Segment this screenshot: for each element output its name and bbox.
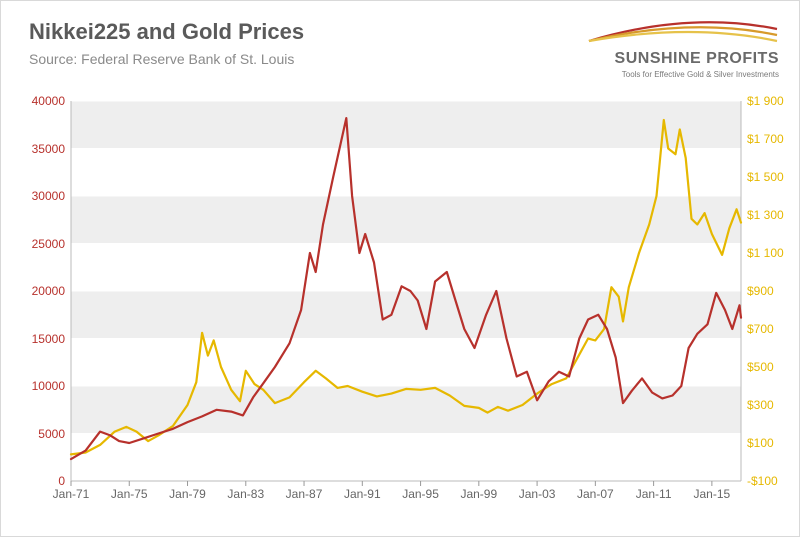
grid-band (71, 101, 741, 149)
y-left-tick-label: 10000 (32, 379, 65, 393)
x-tick-label: Jan-03 (519, 487, 556, 501)
x-tick-label: Jan-95 (402, 487, 439, 501)
y-right-tick-label: $1 300 (747, 208, 784, 222)
grid-band (71, 291, 741, 339)
logo-name: SUNSHINE PROFITS (569, 50, 779, 68)
x-tick-label: Jan-91 (344, 487, 381, 501)
x-tick-label: Jan-83 (227, 487, 264, 501)
y-right-tick-label: $700 (747, 322, 774, 336)
chart-plot-area: 0500010000150002000025000300003500040000… (71, 101, 741, 481)
header: Nikkei225 and Gold Prices Source: Federa… (29, 19, 304, 67)
x-tick-label: Jan-99 (460, 487, 497, 501)
y-left-tick-label: 25000 (32, 237, 65, 251)
brand-logo: SUNSHINE PROFITS Tools for Effective Gol… (569, 15, 779, 79)
y-right-tick-label: $1 500 (747, 170, 784, 184)
y-left-tick-label: 15000 (32, 332, 65, 346)
y-left-tick-label: 30000 (32, 189, 65, 203)
y-right-tick-label: $300 (747, 398, 774, 412)
x-tick-label: Jan-15 (694, 487, 731, 501)
logo-tagline: Tools for Effective Gold & Silver Invest… (569, 70, 779, 79)
y-right-tick-label: $1 100 (747, 246, 784, 260)
y-left-tick-label: 20000 (32, 284, 65, 298)
grid-band (71, 196, 741, 244)
y-right-tick-label: $1 700 (747, 132, 784, 146)
x-tick-label: Jan-07 (577, 487, 614, 501)
chart-source: Source: Federal Reserve Bank of St. Loui… (29, 51, 304, 67)
y-right-tick-label: $1 900 (747, 94, 784, 108)
y-left-tick-label: 35000 (32, 142, 65, 156)
logo-swoosh-icon (579, 15, 779, 45)
y-left-tick-label: 0 (58, 474, 65, 488)
chart-card: Nikkei225 and Gold Prices Source: Federa… (0, 0, 800, 537)
x-tick-label: Jan-87 (286, 487, 323, 501)
x-tick-label: Jan-79 (169, 487, 206, 501)
y-right-tick-label: $900 (747, 284, 774, 298)
y-right-tick-label: $100 (747, 436, 774, 450)
y-left-tick-label: 40000 (32, 94, 65, 108)
x-tick-label: Jan-11 (636, 487, 672, 501)
chart-title: Nikkei225 and Gold Prices (29, 19, 304, 45)
x-tick-label: Jan-75 (111, 487, 148, 501)
x-tick-label: Jan-71 (53, 487, 90, 501)
y-right-tick-label: -$100 (747, 474, 778, 488)
chart-svg (71, 101, 741, 481)
y-right-tick-label: $500 (747, 360, 774, 374)
y-left-tick-label: 5000 (38, 427, 65, 441)
